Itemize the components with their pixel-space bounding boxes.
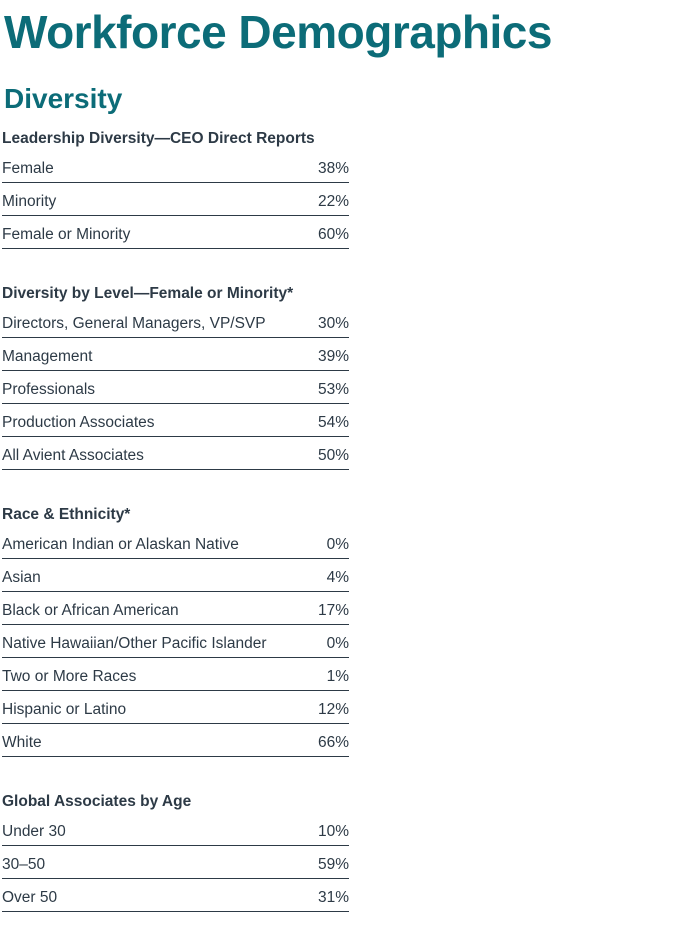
row-label: Female or Minority xyxy=(2,226,131,244)
row-label: Management xyxy=(2,348,93,366)
table-heading: Leadership Diversity—CEO Direct Reports xyxy=(2,129,315,147)
row-value: 50% xyxy=(317,447,349,465)
table-row: Over 50 31% xyxy=(2,879,349,912)
row-label: Over 50 xyxy=(2,889,58,907)
row-label: American Indian or Alaskan Native xyxy=(2,536,239,554)
row-value: 30% xyxy=(317,315,349,333)
table-row: All Avient Associates 50% xyxy=(2,437,349,470)
table-row: Under 30 10% xyxy=(2,813,349,846)
data-table: Diversity by Level—Female or Minority* D… xyxy=(2,285,349,470)
row-label: Two or More Races xyxy=(2,668,137,686)
data-table: Race & Ethnicity* American Indian or Ala… xyxy=(2,506,349,757)
row-value: 60% xyxy=(317,226,349,244)
row-value: 22% xyxy=(317,193,349,211)
table-row: Professionals 53% xyxy=(2,371,349,404)
row-label: White xyxy=(2,734,42,752)
data-table: Leadership Diversity—CEO Direct Reports … xyxy=(2,130,349,249)
row-value: 0% xyxy=(326,536,349,554)
table-row: Female or Minority 60% xyxy=(2,216,349,249)
page-title: Workforce Demographics xyxy=(4,6,552,58)
table-rows: Female 38% Minority 22% Female or Minority 60… xyxy=(2,150,349,249)
row-label: Native Hawaiian/Other Pacific Islander xyxy=(2,635,267,653)
table-row: 30–50 59% xyxy=(2,846,349,879)
row-value: 54% xyxy=(317,414,349,432)
row-value: 17% xyxy=(317,602,349,620)
row-label: Under 30 xyxy=(2,823,66,841)
row-value: 66% xyxy=(317,734,349,752)
row-label: Asian xyxy=(2,569,41,587)
table-rows: Directors, General Managers, VP/SVP 30% Ma… xyxy=(2,305,349,470)
row-label: Hispanic or Latino xyxy=(2,701,127,719)
row-label: Directors, General Managers, VP/SVP xyxy=(2,315,266,333)
table-heading: Race & Ethnicity* xyxy=(2,505,131,523)
row-value: 31% xyxy=(317,889,349,907)
row-label: Black or African American xyxy=(2,602,179,620)
data-table: Global Associates by Age Under 30 10% 30–5… xyxy=(2,793,349,912)
row-label: Minority xyxy=(2,193,57,211)
row-value: 4% xyxy=(326,569,349,587)
table-row: Hispanic or Latino 12% xyxy=(2,691,349,724)
row-label: Production Associates xyxy=(2,414,155,432)
row-label: All Avient Associates xyxy=(2,447,144,465)
row-value: 0% xyxy=(326,635,349,653)
table-heading: Global Associates by Age xyxy=(2,792,192,810)
table-row: Asian 4% xyxy=(2,559,349,592)
row-value: 1% xyxy=(326,668,349,686)
table-row: American Indian or Alaskan Native 0% xyxy=(2,526,349,559)
table-row: Directors, General Managers, VP/SVP 30% xyxy=(2,305,349,338)
row-value: 12% xyxy=(317,701,349,719)
table-row: Female 38% xyxy=(2,150,349,183)
table-row: Native Hawaiian/Other Pacific Islander 0% xyxy=(2,625,349,658)
row-value: 59% xyxy=(317,856,349,874)
row-value: 39% xyxy=(317,348,349,366)
table-row: White 66% xyxy=(2,724,349,757)
table-row: Minority 22% xyxy=(2,183,349,216)
workforce-demographics-page: Workforce Demographics Diversity Leaders… xyxy=(2,6,689,912)
table-row: Management 39% xyxy=(2,338,349,371)
row-value: 10% xyxy=(317,823,349,841)
tables-container: Leadership Diversity—CEO Direct Reports … xyxy=(2,130,689,912)
row-value: 38% xyxy=(317,160,349,178)
table-row: Black or African American 17% xyxy=(2,592,349,625)
row-label: Female xyxy=(2,160,54,178)
row-value: 53% xyxy=(317,381,349,399)
row-label: Professionals xyxy=(2,381,96,399)
table-rows: Under 30 10% 30–50 59% Over 50 31% xyxy=(2,813,349,912)
section-title-diversity: Diversity xyxy=(4,82,123,114)
table-row: Production Associates 54% xyxy=(2,404,349,437)
table-row: Two or More Races 1% xyxy=(2,658,349,691)
table-heading: Diversity by Level—Female or Minority* xyxy=(2,284,294,302)
table-rows: American Indian or Alaskan Native 0% Asian… xyxy=(2,526,349,757)
row-label: 30–50 xyxy=(2,856,46,874)
